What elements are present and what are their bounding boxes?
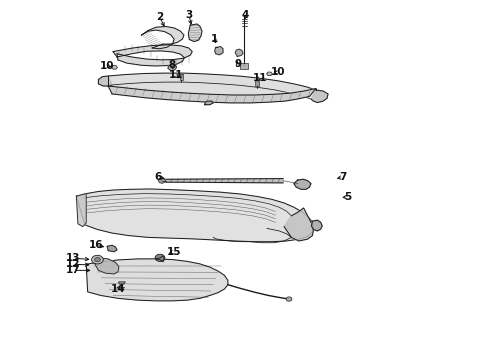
Polygon shape xyxy=(205,101,213,105)
Text: 8: 8 xyxy=(168,60,175,70)
Text: 10: 10 xyxy=(270,67,285,77)
Polygon shape xyxy=(235,49,243,56)
Polygon shape xyxy=(108,73,316,95)
Polygon shape xyxy=(142,27,184,49)
Circle shape xyxy=(159,178,165,183)
Circle shape xyxy=(120,288,124,291)
Polygon shape xyxy=(98,76,112,86)
Text: 11: 11 xyxy=(169,70,183,80)
Bar xyxy=(240,63,248,69)
Polygon shape xyxy=(93,258,119,274)
Circle shape xyxy=(95,257,100,262)
Text: 6: 6 xyxy=(154,172,162,182)
Text: 2: 2 xyxy=(156,12,163,22)
Polygon shape xyxy=(108,86,316,103)
Polygon shape xyxy=(188,24,202,41)
Polygon shape xyxy=(284,208,314,241)
Polygon shape xyxy=(215,46,223,55)
Text: 7: 7 xyxy=(339,172,346,182)
Polygon shape xyxy=(312,220,322,231)
Text: 5: 5 xyxy=(344,192,351,202)
Bar xyxy=(179,74,183,80)
Text: 9: 9 xyxy=(234,59,241,69)
Text: 11: 11 xyxy=(252,73,267,83)
Polygon shape xyxy=(86,259,228,301)
Polygon shape xyxy=(76,189,314,242)
Polygon shape xyxy=(168,64,176,71)
Polygon shape xyxy=(113,45,192,66)
Circle shape xyxy=(155,254,165,261)
Polygon shape xyxy=(107,245,117,252)
Text: 16: 16 xyxy=(89,240,103,250)
Polygon shape xyxy=(311,90,328,103)
Circle shape xyxy=(92,255,103,264)
Text: 3: 3 xyxy=(185,10,193,20)
Polygon shape xyxy=(112,66,118,69)
Polygon shape xyxy=(267,72,272,76)
Text: 12: 12 xyxy=(66,259,80,269)
Polygon shape xyxy=(294,179,311,189)
Text: 4: 4 xyxy=(241,10,249,20)
Text: 17: 17 xyxy=(66,265,80,275)
Polygon shape xyxy=(119,282,125,284)
Text: 15: 15 xyxy=(167,247,181,257)
Polygon shape xyxy=(156,256,164,262)
Polygon shape xyxy=(166,179,283,183)
Text: 13: 13 xyxy=(66,253,80,263)
Circle shape xyxy=(286,297,292,301)
Bar xyxy=(255,80,259,86)
Text: 10: 10 xyxy=(100,61,115,71)
Text: 14: 14 xyxy=(111,284,125,294)
Polygon shape xyxy=(76,194,86,226)
Text: 1: 1 xyxy=(211,34,218,44)
